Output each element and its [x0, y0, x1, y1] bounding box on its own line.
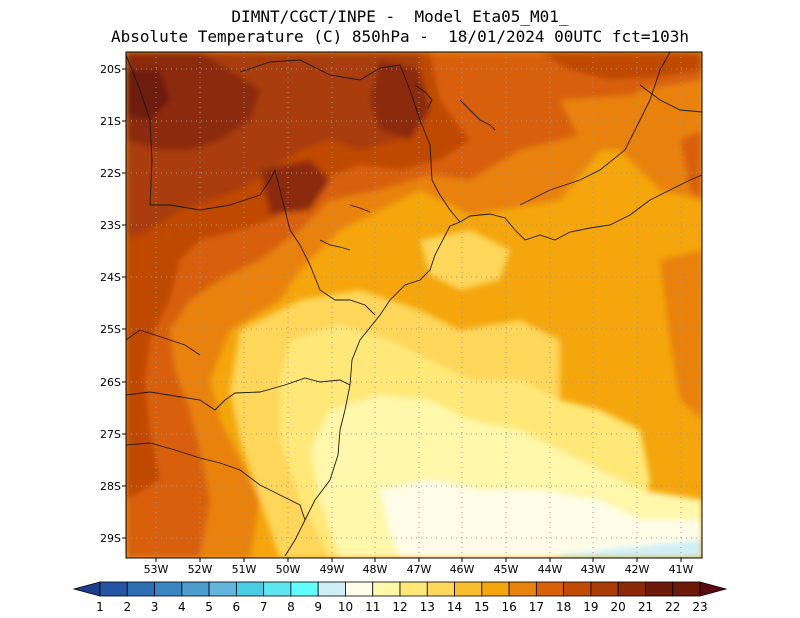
colorbar-label-22: 22 [665, 600, 680, 614]
colorbar-box [672, 581, 701, 597]
lat-label-21S: 21S [100, 115, 121, 128]
title-line-2: Absolute Temperature (C) 850hPa - 18/01/… [111, 27, 689, 46]
colorbar-label-16: 16 [501, 600, 516, 614]
colorbar-box [126, 581, 155, 597]
colorbar: 1 2 3 4 5 6 7 8 9 10 11 12 13 14 15 16 17 18 19 20 21 22 23 [72, 581, 728, 614]
colorbar-box [426, 581, 455, 597]
lon-label-50W: 50W [276, 563, 301, 576]
latitude-labels: 20S 21S 22S 23S 24S 25S 26S 27S 28S 29S [100, 63, 126, 545]
graticule [126, 52, 702, 558]
colorbar-label-21: 21 [638, 600, 653, 614]
lat-label-20S: 20S [100, 63, 121, 76]
lon-label-52W: 52W [188, 563, 213, 576]
colorbar-box [154, 581, 183, 597]
boundaries [126, 52, 702, 557]
colorbar-arrow-right [699, 581, 728, 597]
colorbar-label-5: 5 [205, 600, 213, 614]
colorbar-label-9: 9 [314, 600, 322, 614]
colorbar-box [399, 581, 428, 597]
lat-label-26S: 26S [100, 376, 121, 389]
lat-label-22S: 22S [100, 167, 121, 180]
colorbar-box [645, 581, 674, 597]
colorbar-box [99, 581, 128, 597]
colorbar-label-3: 3 [151, 600, 159, 614]
lon-label-42W: 42W [625, 563, 650, 576]
colorbar-box [481, 581, 510, 597]
colorbar-label-6: 6 [233, 600, 241, 614]
lat-label-28S: 28S [100, 480, 121, 493]
longitude-labels: 53W 52W 51W 50W 49W 48W 47W 46W 45W 44W 43W 42W 41W [144, 558, 694, 576]
colorbar-box [617, 581, 646, 597]
colorbar-label-14: 14 [447, 600, 462, 614]
colorbar-box [508, 581, 537, 597]
colorbar-box [454, 581, 483, 597]
temperature-field [126, 52, 702, 558]
colorbar-label-7: 7 [260, 600, 268, 614]
lon-label-47W: 47W [407, 563, 432, 576]
colorbar-label-20: 20 [611, 600, 626, 614]
colorbar-box [208, 581, 237, 597]
lon-label-43W: 43W [581, 563, 606, 576]
colorbar-label-19: 19 [583, 600, 598, 614]
lat-label-27S: 27S [100, 428, 121, 441]
lat-label-25S: 25S [100, 323, 121, 336]
colorbar-label-13: 13 [420, 600, 435, 614]
plot-frame [125, 51, 703, 559]
colorbar-box [535, 581, 565, 597]
lon-label-48W: 48W [363, 563, 388, 576]
colorbar-box [563, 581, 592, 597]
colorbar-label-18: 18 [556, 600, 571, 614]
colorbar-box [345, 581, 374, 597]
colorbar-label-15: 15 [474, 600, 489, 614]
colorbar-label-2: 2 [123, 600, 131, 614]
colorbar-box [263, 581, 292, 597]
colorbar-box [290, 581, 319, 597]
colorbar-label-10: 10 [338, 600, 353, 614]
lon-label-51W: 51W [232, 563, 257, 576]
lon-label-44W: 44W [538, 563, 563, 576]
colorbar-label-12: 12 [392, 600, 407, 614]
colorbar-label-8: 8 [287, 600, 295, 614]
lon-label-49W: 49W [320, 563, 345, 576]
colorbar-box [590, 581, 619, 597]
lat-label-23S: 23S [100, 219, 121, 232]
lat-label-24S: 24S [100, 271, 121, 284]
colorbar-box [372, 581, 401, 597]
colorbar-arrow-left [72, 581, 101, 597]
colorbar-label-11: 11 [365, 600, 380, 614]
colorbar-label-23: 23 [692, 600, 707, 614]
lon-label-45W: 45W [494, 563, 519, 576]
colorbar-label-17: 17 [529, 600, 544, 614]
colorbar-label-1: 1 [96, 600, 104, 614]
colorbar-label-4: 4 [178, 600, 186, 614]
lon-label-53W: 53W [144, 563, 169, 576]
lon-label-41W: 41W [669, 563, 694, 576]
colorbar-box [235, 581, 265, 597]
lon-label-46W: 46W [450, 563, 475, 576]
colorbar-box [181, 581, 210, 597]
title-line-1: DIMNT/CGCT/INPE - Model Eta05_M01_ [231, 7, 569, 26]
lat-label-29S: 29S [100, 532, 121, 545]
colorbar-box [317, 581, 346, 597]
